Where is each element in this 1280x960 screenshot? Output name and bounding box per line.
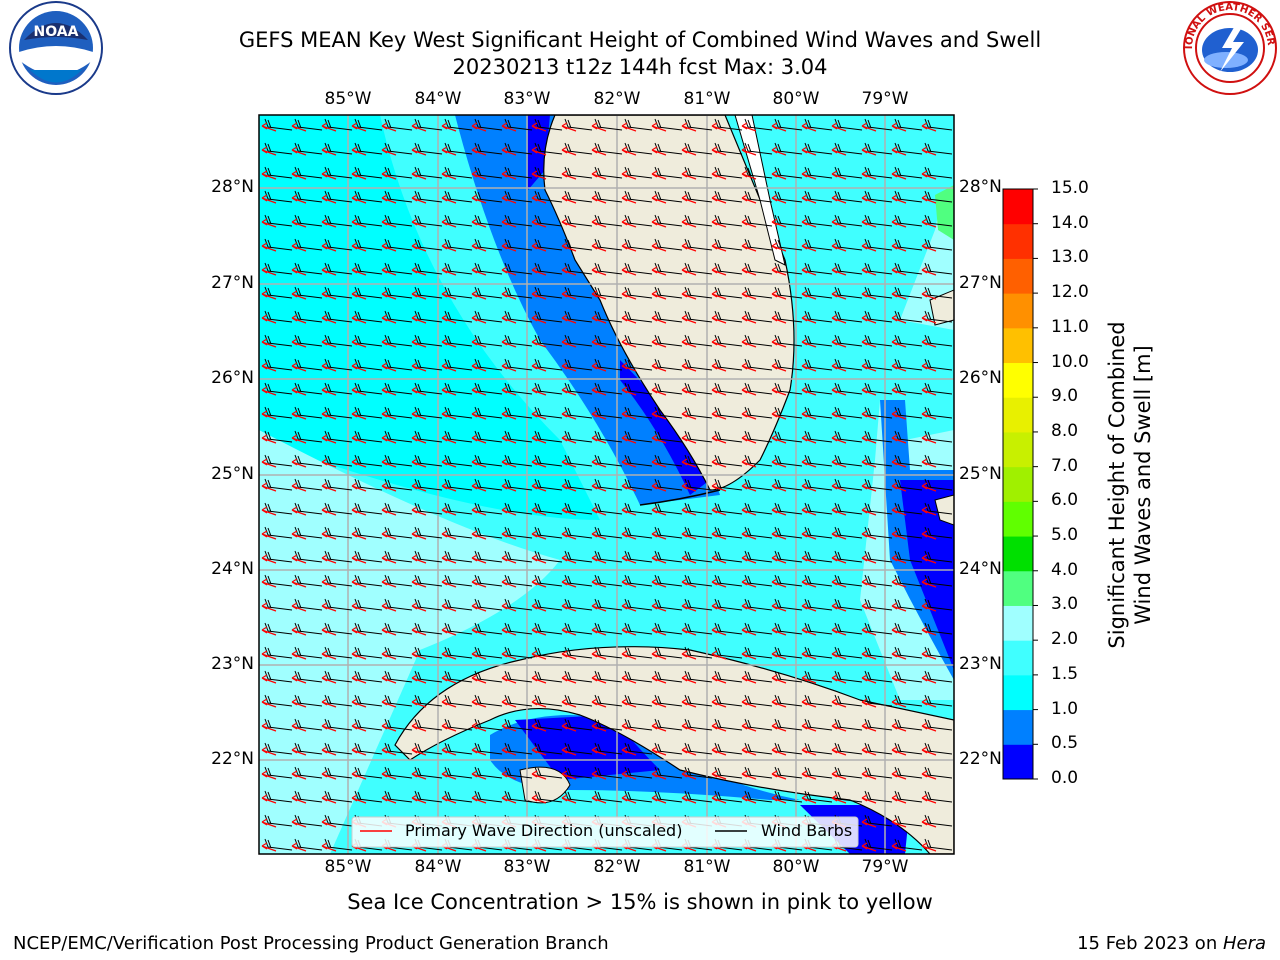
colorbar-segment — [1003, 674, 1033, 711]
colorbar-segment — [1003, 709, 1033, 745]
colorbar-tick-label: 10.0 — [1051, 351, 1089, 372]
colorbar-tick-label: 13.0 — [1051, 247, 1089, 268]
lon-label-top: 81°W — [683, 89, 731, 109]
chart-subtitle: 20230213 t12z 144h fcst Max: 3.04 — [452, 55, 828, 79]
colorbar-tick-label: 14.0 — [1051, 212, 1089, 233]
colorbar-tick-label: 0.5 — [1051, 733, 1079, 754]
lon-label-top: 83°W — [503, 89, 551, 109]
lat-label-right: 23°N — [959, 654, 1002, 674]
legend-wave-label: Primary Wave Direction (unscaled) — [405, 821, 683, 840]
colorbar-segment — [1003, 501, 1033, 537]
lon-label-top: 85°W — [324, 89, 372, 109]
lon-label-bottom: 80°W — [772, 857, 820, 877]
colorbar-tick-label: 12.0 — [1051, 282, 1089, 303]
colorbar — [1003, 188, 1038, 780]
colorbar-segment — [1003, 744, 1033, 780]
colorbar-tick-label: 2.0 — [1051, 629, 1079, 650]
colorbar-segment — [1003, 189, 1033, 225]
colorbar-tick-label: 5.0 — [1051, 525, 1079, 546]
sea-ice-note: Sea Ice Concentration > 15% is shown in … — [347, 890, 933, 914]
colorbar-frame — [1002, 188, 1034, 780]
colorbar-segment — [1003, 640, 1033, 676]
lat-label-right: 27°N — [959, 273, 1002, 293]
lat-label-right: 26°N — [959, 368, 1002, 388]
colorbar-segment — [1003, 223, 1033, 259]
colorbar-segment — [1003, 570, 1033, 606]
map-frame — [258, 114, 955, 855]
lon-label-top: 84°W — [414, 89, 462, 109]
lat-label-right: 24°N — [959, 559, 1002, 579]
lon-label-bottom: 83°W — [503, 857, 551, 877]
lon-label-bottom: 82°W — [593, 857, 641, 877]
map-legend — [351, 816, 859, 848]
colorbar-tick-label: 1.0 — [1051, 698, 1079, 719]
lon-label-top: 79°W — [861, 89, 909, 109]
colorbar-tick-label: 9.0 — [1051, 386, 1079, 407]
lat-label-right: 25°N — [959, 464, 1002, 484]
lon-label-bottom: 84°W — [414, 857, 462, 877]
colorbar-label-line1: Significant Height of Combined — [1105, 321, 1129, 649]
lon-label-bottom: 81°W — [683, 857, 731, 877]
atlantic-green-patch — [935, 185, 954, 240]
lat-label-right: 22°N — [959, 749, 1002, 769]
colorbar-label-line2: Wind Waves and Swell [m] — [1131, 345, 1155, 625]
branch-credit: NCEP/EMC/Verification Post Processing Pr… — [13, 933, 609, 954]
lat-label-left: 23°N — [211, 654, 254, 674]
cuba-land — [394, 646, 954, 854]
date-prefix: 15 Feb 2023 on — [1077, 933, 1223, 954]
colorbar-tick-label: 7.0 — [1051, 455, 1079, 476]
lon-label-bottom: 85°W — [324, 857, 372, 877]
date-credit: 15 Feb 2023 on Hera — [1077, 933, 1266, 954]
colorbar-segment — [1003, 605, 1033, 641]
lat-label-left: 22°N — [211, 749, 254, 769]
florida-straits-darkblue — [900, 480, 954, 670]
wave-band-pale — [259, 430, 560, 700]
legend-barb-label: Wind Barbs — [761, 821, 853, 840]
colorbar-segment — [1003, 293, 1033, 329]
colorbar-segment — [1003, 327, 1033, 364]
colorbar-segment — [1003, 397, 1033, 433]
lat-label-left: 25°N — [211, 464, 254, 484]
colorbar-segment — [1003, 466, 1033, 502]
lat-label-right: 28°N — [959, 177, 1002, 197]
colorbar-tick-label: 11.0 — [1051, 316, 1089, 337]
colorbar-tick-label: 15.0 — [1051, 178, 1089, 198]
colorbar-tick-label: 6.0 — [1051, 490, 1079, 511]
lat-label-left: 28°N — [211, 177, 254, 197]
colorbar-segment — [1003, 536, 1033, 572]
lat-label-left: 24°N — [211, 559, 254, 579]
lat-label-left: 27°N — [211, 273, 254, 293]
chart-title: GEFS MEAN Key West Significant Height of… — [238, 28, 1042, 52]
colorbar-segment — [1003, 431, 1033, 468]
florida-keys — [639, 489, 721, 506]
graticule — [259, 115, 954, 854]
isla-juventud — [519, 766, 571, 804]
machine-name: Hera — [1222, 933, 1266, 954]
lon-label-top: 80°W — [772, 89, 820, 109]
colorbar-tick-label: 3.0 — [1051, 594, 1079, 615]
colorbar-tick-label: 8.0 — [1051, 420, 1079, 441]
andros-land — [934, 494, 954, 526]
colorbar-tick-label: 4.0 — [1051, 559, 1079, 580]
colorbar-tick-label: 0.0 — [1051, 768, 1079, 788]
lat-label-left: 26°N — [211, 368, 254, 388]
colorbar-segment — [1003, 258, 1033, 294]
colorbar-tick-label: 1.5 — [1051, 663, 1079, 684]
colorbar-segment — [1003, 362, 1033, 398]
lon-label-top: 82°W — [593, 89, 641, 109]
lon-label-bottom: 79°W — [861, 857, 909, 877]
